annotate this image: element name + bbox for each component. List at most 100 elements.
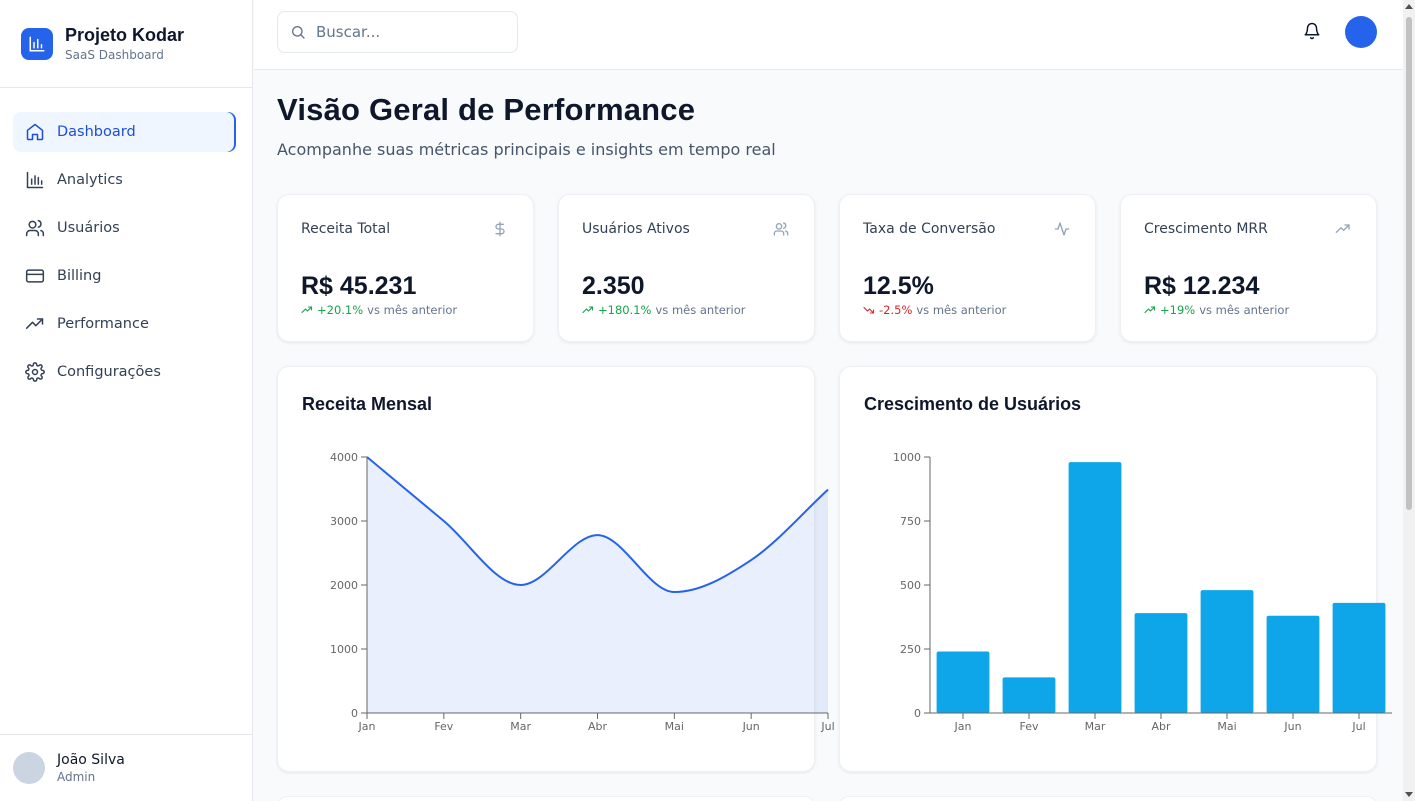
sidebar: Projeto Kodar SaaS Dashboard Dashboard A… [0,0,253,801]
sidebar-nav: Dashboard Analytics Usuários Billing Per… [0,88,252,392]
dollar-icon [492,221,508,241]
scroll-down-arrow[interactable] [1405,792,1413,797]
x-tick-label: Abr [1151,720,1171,733]
chart-card-receita: Receita Mensal 0 1000 2000 3000 4000 Jan Fev Ma… [277,366,835,772]
bar [1266,615,1320,713]
trending-down-icon [863,306,875,314]
kpi-delta-text: vs mês anterior [367,303,458,317]
bar [1002,677,1056,713]
bell-icon[interactable] [1303,22,1323,42]
sidebar-item-analytics[interactable]: Analytics [13,160,236,200]
brand[interactable]: Projeto Kodar SaaS Dashboard [0,0,252,88]
kpi-delta: +180.1% vs mês anterior [582,303,745,317]
bar [936,651,990,713]
y-tick-label: 4000 [330,451,358,464]
kpi-label: Usuários Ativos [582,221,690,237]
chart-title: Crescimento de Usuários [864,394,1082,414]
sidebar-item-label: Dashboard [57,124,136,140]
kpi-delta-value: -2.5% [879,303,913,317]
kpi-label: Taxa de Conversão [863,221,996,237]
kpi-delta: +19% vs mês anterior [1144,303,1289,317]
kpi-label: Crescimento MRR [1144,221,1268,237]
sidebar-item-configuracoes[interactable]: Configurações [13,352,236,392]
chart-title: Receita Mensal [302,394,433,414]
user-role: Admin [57,770,96,784]
topbar [254,0,1403,70]
y-tick-label: 750 [900,515,921,528]
y-tick-label: 500 [900,579,921,592]
bar [1134,613,1188,713]
bar-chart-icon [26,171,44,189]
user-profile[interactable]: João Silva Admin [0,734,253,801]
bar [1332,602,1386,713]
kpi-delta: +20.1% vs mês anterior [301,303,457,317]
sidebar-item-label: Configurações [57,364,161,380]
y-tick-label: 3000 [330,515,358,528]
y-tick-label: 0 [914,707,921,720]
trending-up-icon [1335,221,1351,241]
credit-card-icon [25,269,45,283]
x-tick-label: Jul [820,720,834,733]
sidebar-item-usuarios[interactable]: Usuários [13,208,236,248]
kpi-value: 2.350 [582,272,645,300]
trending-up-icon [1144,306,1156,314]
gear-icon [25,362,45,382]
kpi-card-conversao: Taxa de Conversão 12.5% -2.5% vs mês ant… [839,194,1096,342]
brand-name: Projeto Kodar [65,25,185,45]
sidebar-item-label: Performance [57,316,149,332]
search-input[interactable] [316,23,506,41]
x-tick-label: Abr [588,720,608,733]
chart-card-usuarios: Crescimento de Usuários 0 250 500 750 1000 Ja… [839,366,1392,772]
bar-chart-icon [21,27,53,60]
page-subtitle: Acompanhe suas métricas principais e ins… [277,140,776,159]
x-tick-label: Jan [358,720,376,733]
kpi-delta-value: +20.1% [317,303,364,317]
scroll-up-arrow[interactable] [1405,4,1413,9]
kpi-delta-value: +19% [1160,303,1196,317]
brand-subtitle: SaaS Dashboard [65,48,164,62]
kpi-value: 12.5% [863,272,934,300]
home-icon [26,123,44,141]
users-icon [25,219,45,237]
scrollbar[interactable] [1403,0,1415,801]
search-icon [292,26,305,39]
search-box[interactable] [277,11,518,53]
bar-chart: 0 250 500 750 1000 Jan Fev Mar Abr Mai Jun Jul [893,451,1392,733]
sidebar-item-performance[interactable]: Performance [13,304,236,344]
area-fill [367,457,828,713]
page-title: Visão Geral de Performance [277,92,696,127]
kpi-value: R$ 12.234 [1144,272,1260,300]
y-tick-label: 250 [900,643,921,656]
x-tick-label: Fev [1019,720,1038,733]
bar [1068,462,1122,713]
kpi-delta-text: vs mês anterior [1199,303,1290,317]
users-icon [773,221,789,241]
scrollbar-thumb[interactable] [1406,17,1412,510]
sidebar-item-label: Analytics [57,172,123,188]
sidebar-item-label: Billing [57,268,102,284]
avatar [13,752,45,784]
kpi-card-mrr: Crescimento MRR R$ 12.234 +19% vs mês an… [1120,194,1377,342]
kpi-card-usuarios: Usuários Ativos 2.350 +180.1% vs mês ant… [558,194,815,342]
x-tick-label: Jun [742,720,760,733]
kpi-delta-value: +180.1% [598,303,652,317]
activity-icon [1054,221,1070,241]
trending-up-icon [582,306,594,314]
user-name: João Silva [57,752,125,768]
y-tick-label: 1000 [893,451,921,464]
x-tick-label: Jan [954,720,972,733]
x-tick-label: Mar [1085,720,1106,733]
sidebar-item-dashboard[interactable]: Dashboard [13,112,236,152]
kpi-value: R$ 45.231 [301,272,417,300]
trending-up-icon [301,306,313,314]
kpi-label: Receita Total [301,221,391,237]
sidebar-item-label: Usuários [57,220,120,236]
x-tick-label: Mai [1217,720,1236,733]
sidebar-item-billing[interactable]: Billing [13,256,236,296]
user-avatar-button[interactable] [1345,16,1377,48]
x-tick-label: Fev [434,720,453,733]
card-partial [277,796,815,801]
x-tick-label: Jul [1351,720,1365,733]
x-tick-label: Jun [1283,720,1301,733]
x-tick-label: Mar [510,720,531,733]
